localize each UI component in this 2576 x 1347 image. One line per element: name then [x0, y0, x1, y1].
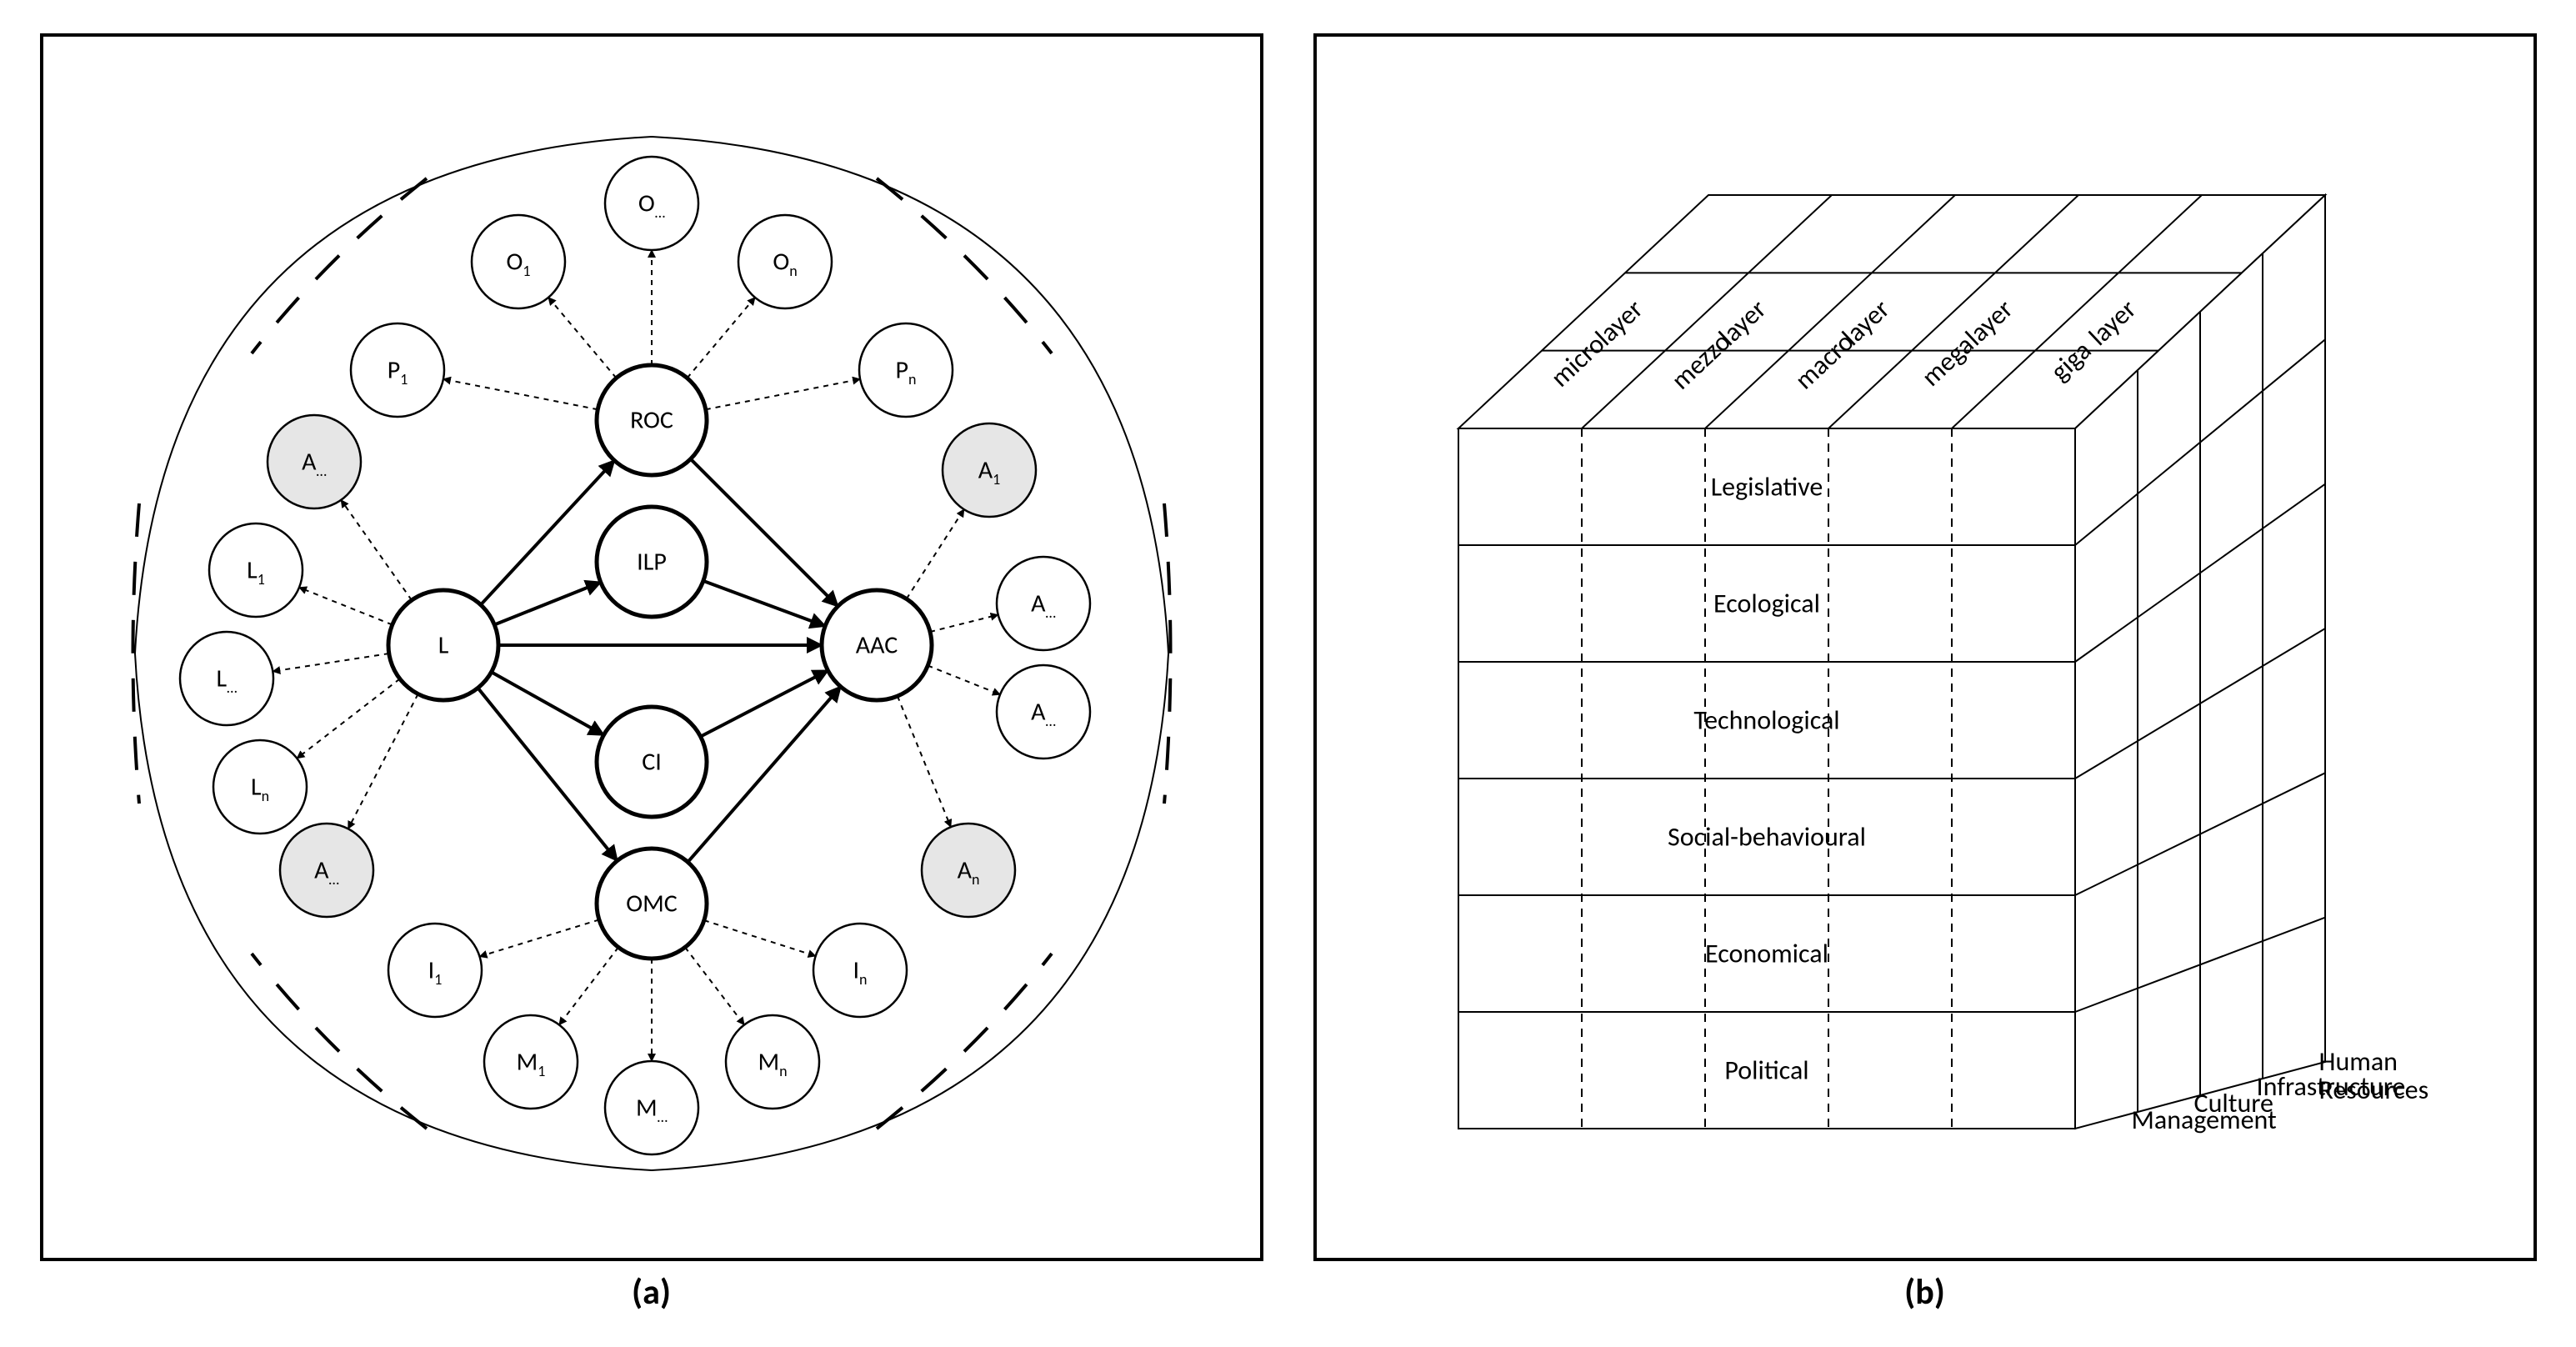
node-Adl2: A…: [280, 824, 373, 917]
node-Md: M…: [605, 1061, 698, 1154]
node-M1: M1: [484, 1015, 578, 1109]
node-Mn: Mn: [726, 1015, 819, 1109]
row-label: Economical: [1705, 938, 1828, 970]
node-P1: P1: [351, 323, 444, 417]
edge-dashed: [928, 666, 1000, 695]
caption-b: (b): [1904, 1271, 1945, 1314]
node-L: L: [388, 590, 498, 700]
edge-solid: [700, 670, 828, 736]
node-label: CI: [642, 747, 662, 778]
node-A1: A1: [943, 423, 1036, 517]
node-AAC: AAC: [822, 590, 932, 700]
network-diagram: O1O…OnP1PnA…A1L1L…LnA…A…A…AnI1InM1M…MnLR…: [43, 37, 1260, 1254]
node-label: AAC: [855, 630, 898, 661]
figure-wrap: O1O…OnP1PnA…A1L1L…LnA…A…A…AnI1InM1M…MnLR…: [0, 0, 2576, 1347]
node-Od: O…: [605, 157, 698, 250]
edge-dashed: [705, 379, 859, 409]
cube-diagram: microlayermezzolayermacrolayermegalayerg…: [1317, 37, 2533, 1254]
panel-a: O1O…OnP1PnA…A1L1L…LnA…A…A…AnI1InM1M…MnLR…: [40, 33, 1263, 1261]
edge-dashed: [297, 679, 399, 758]
node-Ad1: A…: [997, 557, 1090, 650]
edge-dashed: [548, 298, 616, 378]
node-L1: L1: [209, 523, 303, 617]
row-label: Technological: [1693, 704, 1839, 737]
edge-dashed: [348, 694, 418, 829]
row-label: Social-behavioural: [1668, 821, 1866, 854]
edge-dashed: [479, 919, 598, 956]
node-Adl: A…: [268, 415, 361, 508]
node-Ln: Ln: [213, 740, 307, 834]
node-Ld: L…: [180, 632, 273, 725]
node-label: OMC: [626, 889, 678, 919]
edge-solid: [688, 687, 840, 862]
node-In: In: [813, 924, 907, 1017]
node-OMC: OMC: [597, 849, 707, 959]
edge-dashed: [906, 509, 963, 598]
edge-dashed: [341, 500, 412, 600]
node-On: On: [738, 215, 832, 308]
node-CI: CI: [597, 707, 707, 817]
node-Ad2: A…: [997, 665, 1090, 759]
row-label: Political: [1724, 1054, 1808, 1087]
edge-dashed: [703, 920, 815, 956]
node-O1: O1: [472, 215, 565, 308]
node-ROC: ROC: [597, 365, 707, 475]
edge-dashed: [443, 379, 597, 409]
depth-label: Infrastructure: [2256, 1070, 2405, 1103]
edge-dashed: [930, 615, 998, 632]
edge-dashed: [558, 947, 618, 1024]
node-label: ROC: [630, 405, 673, 436]
edge-dashed: [897, 696, 950, 827]
node-label: ILP: [637, 547, 667, 578]
boundary-dash: [1164, 503, 1171, 804]
boundary-dash: [133, 503, 139, 804]
edge-dashed: [273, 653, 388, 671]
node-Pn: Pn: [859, 323, 953, 417]
depth-label: Management: [2131, 1104, 2277, 1136]
row-label: Legislative: [1710, 471, 1823, 503]
node-label: L: [438, 630, 448, 661]
node-I1: I1: [388, 924, 482, 1017]
panel-b-column: microlayermezzolayermacrolayermegalayerg…: [1313, 33, 2537, 1314]
caption-a: (a): [632, 1271, 671, 1314]
edge-dashed: [298, 588, 392, 625]
panel-a-column: O1O…OnP1PnA…A1L1L…LnA…A…A…AnI1InM1M…MnLR…: [40, 33, 1263, 1314]
edge-solid: [703, 581, 824, 626]
edge-dashed: [687, 298, 754, 378]
node-ILP: ILP: [597, 507, 707, 617]
node-An: An: [922, 824, 1015, 917]
edge-solid: [494, 583, 600, 625]
row-label: Ecological: [1713, 588, 1820, 620]
edge-dashed: [685, 947, 744, 1024]
panel-b: microlayermezzolayermacrolayermegalayerg…: [1313, 33, 2537, 1261]
